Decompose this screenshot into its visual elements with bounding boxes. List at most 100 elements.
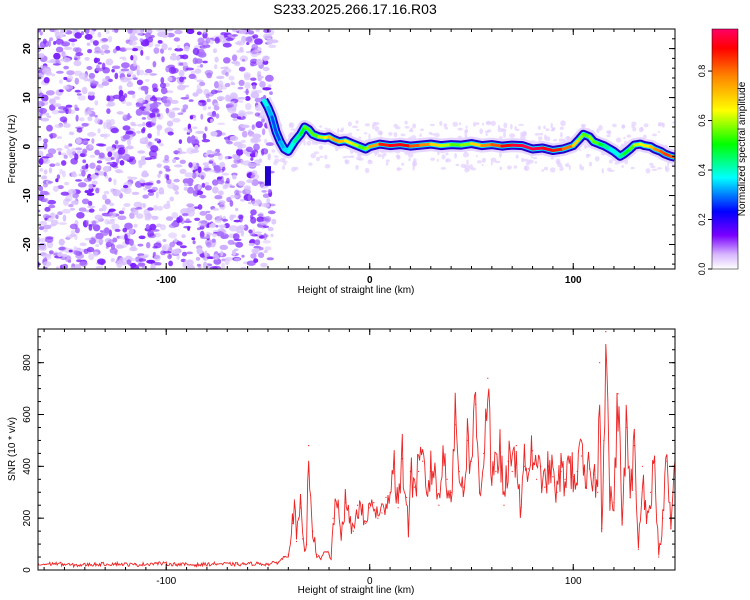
noise-speckle <box>171 53 177 56</box>
noise-speckle <box>52 63 61 66</box>
noise-speckle <box>162 250 172 254</box>
noise-speckle <box>123 186 132 195</box>
noise-speckle <box>159 143 164 147</box>
noise-speckle <box>182 178 190 185</box>
noise-speckle <box>54 31 64 39</box>
trace-segment <box>561 144 575 151</box>
noise-speckle <box>49 37 54 42</box>
noise-speckle <box>240 266 247 269</box>
noise-speckle <box>75 247 82 251</box>
trace-halo-speckle <box>408 158 411 162</box>
trace-halo-speckle <box>443 123 448 128</box>
noise-speckle <box>128 80 132 84</box>
noise-speckle <box>64 255 72 263</box>
noise-speckle <box>176 55 181 61</box>
noise-speckle <box>173 178 180 183</box>
noise-speckle <box>135 213 144 219</box>
noise-speckle <box>101 38 108 42</box>
noise-speckle <box>237 145 243 150</box>
trace-halo-speckle <box>580 123 587 128</box>
noise-speckle <box>115 170 124 174</box>
noise-speckle <box>112 94 122 100</box>
trace-segment <box>408 143 423 148</box>
noise-speckle <box>216 75 225 80</box>
snr-point <box>320 559 322 561</box>
noise-speckle <box>127 138 132 146</box>
snr-point <box>666 460 668 462</box>
noise-speckle <box>262 240 272 244</box>
trace-halo-speckle <box>638 127 644 133</box>
noise-speckle <box>156 163 162 168</box>
noise-speckle <box>43 138 49 144</box>
noise-speckle <box>222 184 228 190</box>
noise-speckle <box>178 215 183 223</box>
snr-point <box>527 468 530 470</box>
noise-speckle <box>234 189 240 196</box>
noise-speckle <box>163 203 171 209</box>
noise-speckle <box>127 90 136 95</box>
noise-speckle <box>81 86 88 95</box>
trace-halo-speckle <box>649 162 654 166</box>
snr-point <box>483 452 485 454</box>
snr-point <box>621 522 623 525</box>
snr-point <box>503 504 505 506</box>
trace-halo-speckle <box>324 154 328 160</box>
trace-halo-speckle <box>538 136 543 141</box>
noise-speckle <box>253 245 261 249</box>
snr-point <box>603 439 605 441</box>
noise-speckle <box>262 57 269 62</box>
noise-speckle <box>129 246 138 252</box>
noise-speckle <box>109 202 115 207</box>
trace-halo-speckle <box>530 156 533 158</box>
x-tick-label: -100 <box>156 576 176 587</box>
noise-speckle <box>56 70 64 74</box>
noise-speckle <box>146 259 156 264</box>
noise-speckle <box>250 77 257 81</box>
noise-speckle <box>164 29 174 32</box>
noise-speckle <box>229 92 238 100</box>
noise-speckle <box>167 254 172 260</box>
snr-point <box>277 561 279 563</box>
noise-speckle <box>202 133 207 140</box>
noise-speckle <box>220 32 228 36</box>
noise-speckle <box>258 181 262 184</box>
noise-speckle <box>86 66 93 70</box>
noise-speckle <box>170 99 179 104</box>
noise-speckle <box>207 154 215 158</box>
noise-speckle <box>179 76 184 83</box>
noise-speckle <box>245 88 249 96</box>
noise-speckle <box>249 61 258 67</box>
trace-halo-speckle <box>523 130 526 136</box>
noise-speckle <box>183 186 188 191</box>
noise-speckle <box>89 144 93 149</box>
noise-speckle <box>55 58 60 64</box>
snr-point <box>531 450 534 452</box>
noise-speckle <box>196 84 202 90</box>
trace-halo-speckle <box>559 126 564 130</box>
noise-speckle <box>115 45 121 51</box>
noise-speckle <box>142 122 146 127</box>
trace-halo-speckle <box>400 133 406 137</box>
trace-halo-speckle <box>509 133 516 139</box>
trace-halo-speckle <box>657 122 661 127</box>
noise-speckle <box>199 194 207 199</box>
noise-speckle <box>246 42 250 45</box>
noise-speckle <box>219 244 229 250</box>
noise-speckle <box>262 225 269 229</box>
trace-segment <box>520 144 534 151</box>
noise-speckle <box>135 104 142 108</box>
snr-point <box>515 445 517 447</box>
trace-halo-speckle <box>401 162 405 166</box>
noise-speckle <box>55 46 64 53</box>
noise-speckle <box>79 260 88 267</box>
trace-halo-speckle <box>319 125 323 128</box>
noise-speckle <box>58 238 65 246</box>
noise-speckle <box>87 205 96 209</box>
trace-halo-speckle <box>440 167 447 170</box>
noise-speckle <box>38 92 44 98</box>
noise-speckle <box>59 168 63 175</box>
noise-speckle <box>49 59 57 63</box>
noise-speckle <box>181 54 189 60</box>
noise-speckle <box>254 159 261 164</box>
noise-speckle <box>174 29 183 35</box>
